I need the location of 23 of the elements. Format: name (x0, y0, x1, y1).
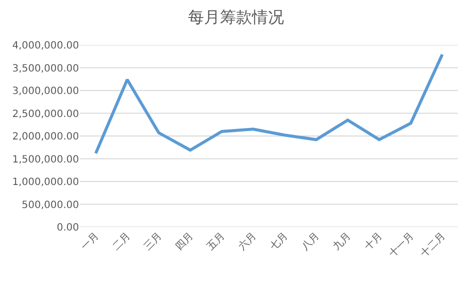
y-tick-label: 2,500,000.00 (12, 108, 79, 120)
x-tick-label: 一月 (79, 230, 102, 253)
chart-title: 每月筹款情况 (188, 8, 284, 27)
x-tick-label: 十一月 (386, 230, 416, 260)
y-tick-label: 1,000,000.00 (12, 177, 79, 188)
y-tick-label: 2,000,000.00 (12, 132, 79, 142)
y-tick-label: 0.00 (56, 222, 79, 234)
y-tick-label: 500,000.00 (22, 200, 79, 211)
x-tick-label: 十月 (362, 230, 385, 253)
y-tick-label: 1,500,000.00 (12, 154, 79, 166)
x-tick-label: 五月 (205, 230, 228, 253)
x-tick-label: 六月 (236, 230, 259, 253)
x-tick-label: 七月 (268, 230, 290, 253)
y-tick-label: 4,000,000.00 (12, 40, 79, 52)
x-tick-label: 四月 (174, 230, 196, 253)
x-tick-label: 八月 (300, 230, 322, 253)
y-tick-label: 3,000,000.00 (12, 86, 79, 97)
x-tick-label: 九月 (330, 230, 354, 253)
line-series (94, 53, 444, 155)
x-tick-label: 十二月 (418, 230, 448, 260)
x-tick-label: 二月 (110, 230, 133, 253)
x-tick-label: 三月 (142, 230, 164, 253)
y-tick-label: 3,500,000.00 (12, 63, 79, 74)
